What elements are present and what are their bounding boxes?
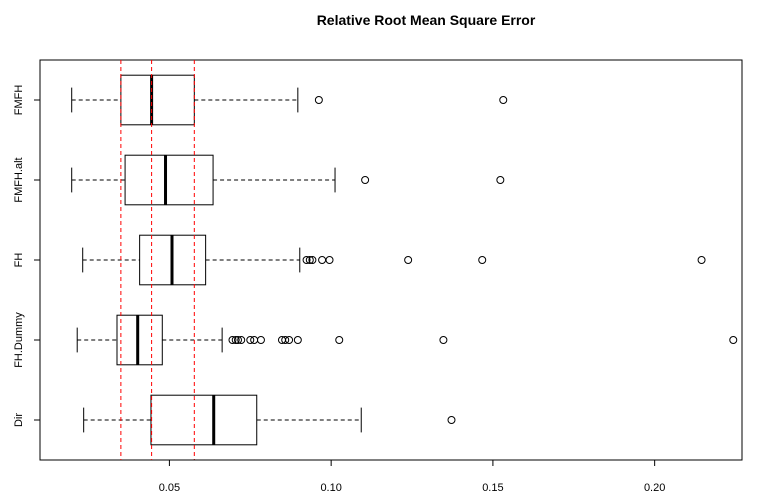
outlier-point [231, 336, 240, 344]
outlier-point [256, 336, 265, 344]
outlier-point [281, 336, 290, 344]
x-tick-label: 0.05 [159, 482, 180, 494]
y-tick-label: Dir [13, 413, 25, 427]
outlier-point [305, 256, 314, 264]
outlier-point [246, 336, 255, 344]
outlier-point [361, 176, 370, 184]
outlier-point [228, 336, 237, 344]
y-tick-label: FMFH [13, 85, 25, 116]
outlier-point [496, 176, 505, 184]
outlier-point [325, 256, 334, 264]
outlier-point [499, 96, 508, 104]
outlier-point [439, 336, 448, 344]
outlier-point [318, 256, 327, 264]
chart-title: Relative Root Mean Square Error [317, 12, 536, 28]
outlier-point [404, 256, 413, 264]
box-group-dir [83, 394, 456, 446]
plot-marks [71, 60, 738, 460]
outlier-point [237, 336, 246, 344]
y-tick-label: FH.Dummy [13, 312, 25, 368]
outlier-point [447, 416, 456, 424]
outlier-point [308, 256, 317, 264]
outlier-point [293, 336, 302, 344]
outlier-point [335, 336, 344, 344]
y-tick-label: FH [13, 253, 25, 268]
box-group-fmfh [71, 74, 508, 126]
outlier-point [729, 336, 738, 344]
outlier-point [302, 256, 311, 264]
x-tick-label: 0.10 [320, 482, 341, 494]
box-group-fh [82, 234, 706, 286]
y-tick-label: FMFH.alt [13, 157, 25, 202]
box [116, 314, 163, 366]
outlier-point [314, 96, 323, 104]
outlier-point [478, 256, 487, 264]
x-tick-label: 0.20 [644, 482, 665, 494]
box [120, 74, 195, 126]
x-tick-label: 0.15 [482, 482, 503, 494]
outlier-point [233, 336, 242, 344]
box [150, 394, 258, 446]
box-group-fh-dummy [76, 314, 738, 366]
box [124, 154, 214, 206]
axes: 0.05 0.10 0.15 0.20 Dir FH.Dummy FH FMFH.alt FMF… [13, 85, 665, 494]
box-group-fmfh-alt [71, 154, 505, 206]
outlier-point [285, 336, 294, 344]
outlier-point [697, 256, 706, 264]
